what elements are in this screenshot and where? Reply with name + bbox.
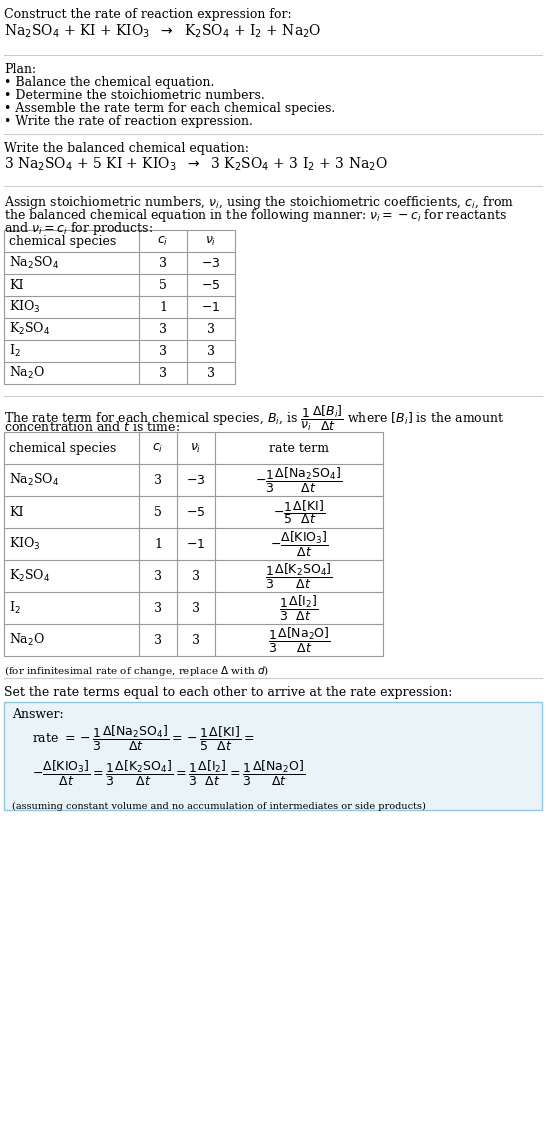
Text: (for infinitesimal rate of change, replace $\Delta$ with $d$): (for infinitesimal rate of change, repla… xyxy=(4,663,269,678)
Text: 3: 3 xyxy=(159,256,167,270)
Text: $c_i$: $c_i$ xyxy=(152,442,164,454)
Text: Na$_2$SO$_4$ + KI + KIO$_3$  $\rightarrow$  K$_2$SO$_4$ + I$_2$ + Na$_2$O: Na$_2$SO$_4$ + KI + KIO$_3$ $\rightarrow… xyxy=(4,23,322,41)
Text: Na$_2$SO$_4$: Na$_2$SO$_4$ xyxy=(9,255,60,271)
Text: 3: 3 xyxy=(154,569,162,583)
Text: $-1$: $-1$ xyxy=(201,300,221,313)
Text: 5: 5 xyxy=(154,505,162,519)
Text: $-3$: $-3$ xyxy=(186,473,206,487)
Text: chemical species: chemical species xyxy=(9,442,116,454)
Text: 3: 3 xyxy=(192,569,200,583)
Text: concentration and $t$ is time:: concentration and $t$ is time: xyxy=(4,420,180,434)
Text: 3 Na$_2$SO$_4$ + 5 KI + KIO$_3$  $\rightarrow$  3 K$_2$SO$_4$ + 3 I$_2$ + 3 Na$_: 3 Na$_2$SO$_4$ + 5 KI + KIO$_3$ $\righta… xyxy=(4,156,388,173)
Text: 3: 3 xyxy=(207,322,215,336)
Text: 3: 3 xyxy=(159,345,167,357)
Text: and $\nu_i = c_i$ for products:: and $\nu_i = c_i$ for products: xyxy=(4,220,153,237)
Text: $\dfrac{1}{3}\dfrac{\Delta[\mathrm{K_2SO_4}]}{\Delta t}$: $\dfrac{1}{3}\dfrac{\Delta[\mathrm{K_2SO… xyxy=(265,561,333,591)
Text: Set the rate terms equal to each other to arrive at the rate expression:: Set the rate terms equal to each other t… xyxy=(4,686,453,699)
Text: 3: 3 xyxy=(159,366,167,379)
Text: 1: 1 xyxy=(154,537,162,551)
Text: (assuming constant volume and no accumulation of intermediates or side products): (assuming constant volume and no accumul… xyxy=(12,802,426,811)
Text: rate term: rate term xyxy=(269,442,329,454)
Text: $-\dfrac{\Delta[\mathrm{KIO_3}]}{\Delta t}$: $-\dfrac{\Delta[\mathrm{KIO_3}]}{\Delta … xyxy=(270,529,328,559)
Text: 5: 5 xyxy=(159,279,167,291)
Text: chemical species: chemical species xyxy=(9,234,116,247)
Text: $-5$: $-5$ xyxy=(201,279,221,291)
Text: $\dfrac{1}{3}\dfrac{\Delta[\mathrm{Na_2O}]}{\Delta t}$: $\dfrac{1}{3}\dfrac{\Delta[\mathrm{Na_2O… xyxy=(268,626,330,654)
Text: $c_i$: $c_i$ xyxy=(157,234,169,248)
Text: Na$_2$O: Na$_2$O xyxy=(9,365,45,381)
Text: KI: KI xyxy=(9,279,23,291)
Text: K$_2$SO$_4$: K$_2$SO$_4$ xyxy=(9,568,50,584)
Text: 3: 3 xyxy=(192,634,200,646)
Text: K$_2$SO$_4$: K$_2$SO$_4$ xyxy=(9,321,50,337)
Text: Na$_2$O: Na$_2$O xyxy=(9,632,45,648)
Text: $\nu_i$: $\nu_i$ xyxy=(191,442,201,454)
Bar xyxy=(4,432,383,655)
Text: $-5$: $-5$ xyxy=(186,505,206,519)
Text: Write the balanced chemical equation:: Write the balanced chemical equation: xyxy=(4,142,249,155)
Text: • Determine the stoichiometric numbers.: • Determine the stoichiometric numbers. xyxy=(4,89,265,102)
Text: 3: 3 xyxy=(154,602,162,615)
Text: 1: 1 xyxy=(159,300,167,313)
Text: 3: 3 xyxy=(207,366,215,379)
Text: $\dfrac{1}{3}\dfrac{\Delta[\mathrm{I_2}]}{\Delta t}$: $\dfrac{1}{3}\dfrac{\Delta[\mathrm{I_2}]… xyxy=(279,594,319,622)
Text: $-\dfrac{\Delta[\mathrm{KIO_3}]}{\Delta t} = \dfrac{1}{3}\dfrac{\Delta[\mathrm{K: $-\dfrac{\Delta[\mathrm{KIO_3}]}{\Delta … xyxy=(32,759,305,787)
Text: $-3$: $-3$ xyxy=(201,256,221,270)
Text: Answer:: Answer: xyxy=(12,708,64,721)
Text: $-\dfrac{1}{3}\dfrac{\Delta[\mathrm{Na_2SO_4}]}{\Delta t}$: $-\dfrac{1}{3}\dfrac{\Delta[\mathrm{Na_2… xyxy=(256,465,342,495)
Text: • Balance the chemical equation.: • Balance the chemical equation. xyxy=(4,76,215,89)
Text: Plan:: Plan: xyxy=(4,63,36,76)
Text: 3: 3 xyxy=(154,634,162,646)
Text: $-1$: $-1$ xyxy=(186,537,206,551)
Text: 3: 3 xyxy=(207,345,215,357)
Text: I$_2$: I$_2$ xyxy=(9,343,21,360)
Text: 3: 3 xyxy=(159,322,167,336)
Text: • Assemble the rate term for each chemical species.: • Assemble the rate term for each chemic… xyxy=(4,102,335,115)
Text: The rate term for each chemical species, $B_i$, is $\dfrac{1}{\nu_i}\dfrac{\Delt: The rate term for each chemical species,… xyxy=(4,404,505,434)
Text: • Write the rate of reaction expression.: • Write the rate of reaction expression. xyxy=(4,115,253,127)
Text: Na$_2$SO$_4$: Na$_2$SO$_4$ xyxy=(9,472,60,488)
Text: I$_2$: I$_2$ xyxy=(9,600,21,616)
Text: the balanced chemical equation in the following manner: $\nu_i = -c_i$ for react: the balanced chemical equation in the fo… xyxy=(4,207,507,224)
Text: KIO$_3$: KIO$_3$ xyxy=(9,299,40,315)
Text: Assign stoichiometric numbers, $\nu_i$, using the stoichiometric coefficients, $: Assign stoichiometric numbers, $\nu_i$, … xyxy=(4,193,514,211)
Bar xyxy=(4,230,235,384)
Text: Construct the rate of reaction expression for:: Construct the rate of reaction expressio… xyxy=(4,8,292,20)
Text: 3: 3 xyxy=(192,602,200,615)
Text: rate $= -\dfrac{1}{3}\dfrac{\Delta[\mathrm{Na_2SO_4}]}{\Delta t} = -\dfrac{1}{5}: rate $= -\dfrac{1}{3}\dfrac{\Delta[\math… xyxy=(32,724,254,753)
Text: $\nu_i$: $\nu_i$ xyxy=(205,234,217,248)
FancyBboxPatch shape xyxy=(4,702,542,810)
Text: $-\dfrac{1}{5}\dfrac{\Delta[\mathrm{KI}]}{\Delta t}$: $-\dfrac{1}{5}\dfrac{\Delta[\mathrm{KI}]… xyxy=(273,498,325,526)
Text: KIO$_3$: KIO$_3$ xyxy=(9,536,40,552)
Text: KI: KI xyxy=(9,505,23,519)
Text: 3: 3 xyxy=(154,473,162,487)
